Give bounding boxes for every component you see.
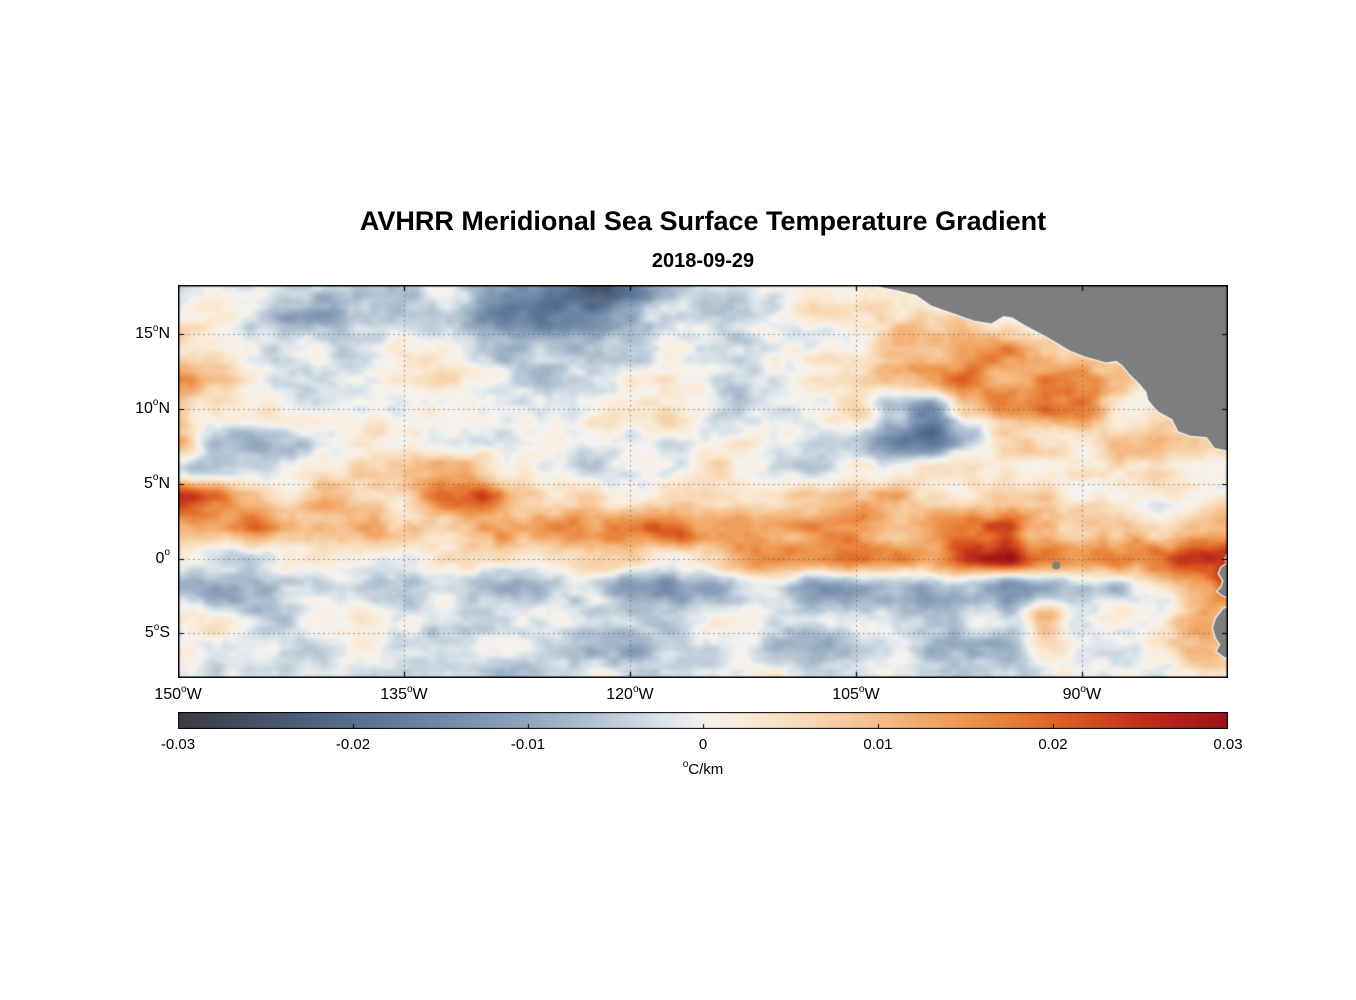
unit-text: C/km <box>688 761 724 778</box>
y-tick-label: 0o <box>155 547 170 567</box>
colorbar-tick-label: -0.03 <box>160 736 196 753</box>
colorbar-tick-label: -0.02 <box>335 736 371 753</box>
colorbar-tick-label: -0.01 <box>510 736 546 753</box>
x-tick-label: 135oW <box>380 683 428 703</box>
chart-date: 2018-09-29 <box>651 250 755 272</box>
chart-title: AVHRR Meridional Sea Surface Temperature… <box>359 206 1047 236</box>
colorbar-tick-label: 0.02 <box>1038 736 1068 753</box>
colorbar-canvas <box>178 712 1228 729</box>
colorbar-tick-label: 0 <box>698 736 708 753</box>
y-tick-label: 15oN <box>135 322 170 342</box>
y-tick-label: 5oN <box>143 472 170 492</box>
x-tick-label: 90oW <box>1062 683 1102 703</box>
colorbar-unit-label: oC/km <box>178 759 1228 779</box>
x-tick-label: 120oW <box>606 683 654 703</box>
colorbar-tick-label: 0.03 <box>1213 736 1243 753</box>
colorbar-tick-label: 0.01 <box>863 736 893 753</box>
y-tick-label: 5oS <box>144 622 170 642</box>
y-tick-label: 10oN <box>135 397 170 417</box>
heatmap-canvas <box>178 285 1228 678</box>
x-tick-label: 150oW <box>154 683 202 703</box>
x-tick-label: 105oW <box>832 683 880 703</box>
degree-symbol: o <box>682 759 689 770</box>
